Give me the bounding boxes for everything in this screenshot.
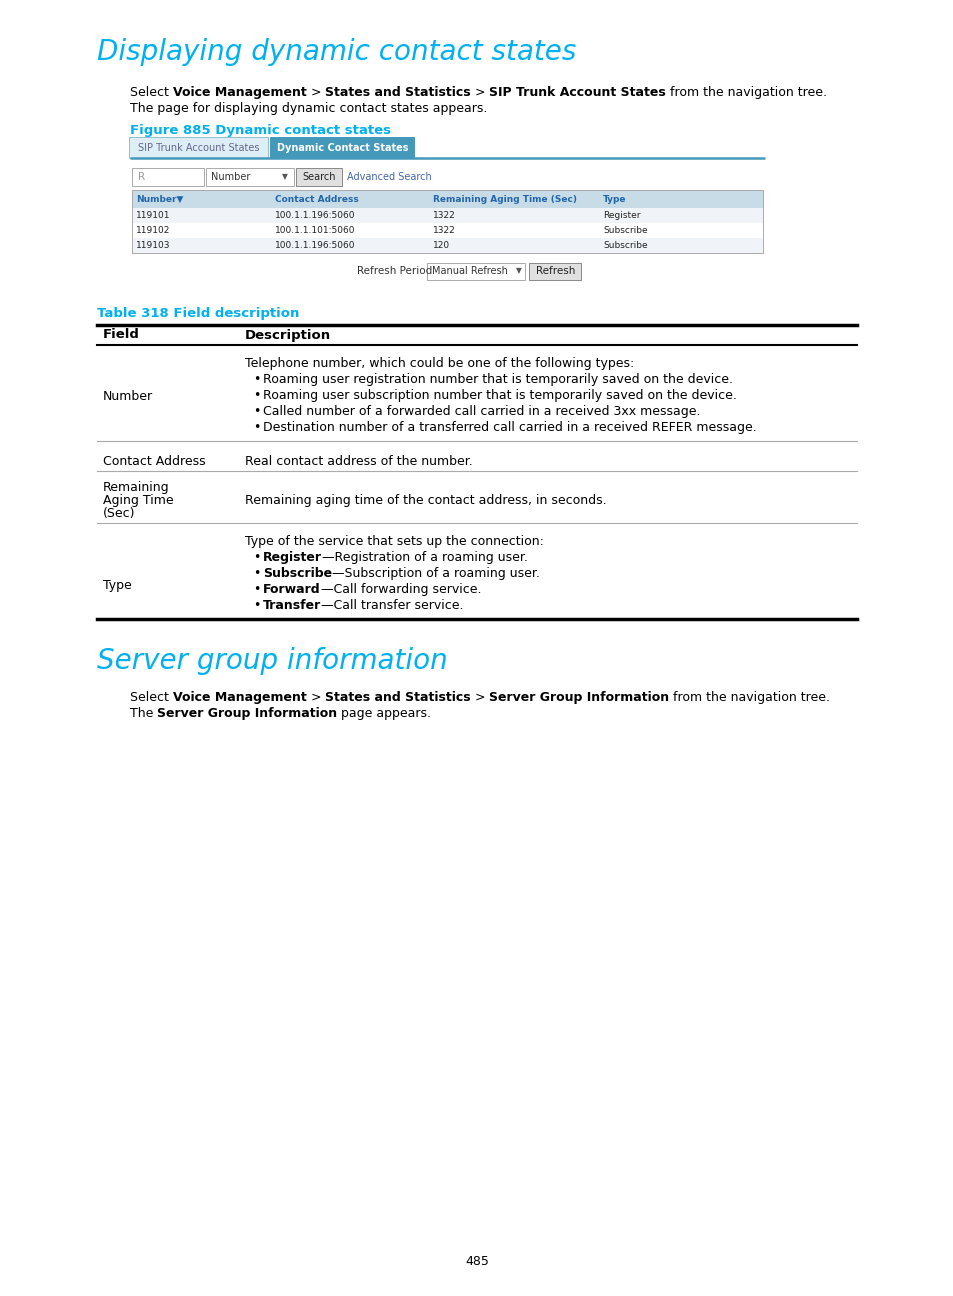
Text: Table 318 Field description: Table 318 Field description — [97, 307, 299, 320]
Text: Called number of a forwarded call carried in a received 3xx message.: Called number of a forwarded call carrie… — [263, 404, 700, 419]
Text: >: > — [470, 86, 489, 98]
Text: •: • — [253, 389, 260, 402]
Text: Contact Address: Contact Address — [274, 194, 358, 203]
Text: Telephone number, which could be one of the following types:: Telephone number, which could be one of … — [245, 356, 634, 369]
Text: States and Statistics: States and Statistics — [325, 691, 470, 704]
Text: Aging Time: Aging Time — [103, 494, 173, 507]
Text: Roaming user subscription number that is temporarily saved on the device.: Roaming user subscription number that is… — [263, 389, 736, 402]
Text: 119101: 119101 — [136, 211, 171, 220]
Bar — [132, 191, 762, 207]
Text: Refresh: Refresh — [536, 266, 575, 276]
Bar — [295, 168, 341, 187]
Text: Transfer: Transfer — [263, 599, 321, 612]
Text: >: > — [306, 86, 325, 98]
Text: —Subscription of a roaming user.: —Subscription of a roaming user. — [332, 568, 539, 581]
Text: •: • — [253, 568, 260, 581]
Text: Search: Search — [302, 172, 335, 181]
Text: (Sec): (Sec) — [103, 507, 135, 520]
Text: States and Statistics: States and Statistics — [325, 86, 470, 98]
Bar — [132, 207, 762, 223]
Text: 485: 485 — [464, 1255, 489, 1267]
Text: SIP Trunk Account States: SIP Trunk Account States — [138, 143, 259, 153]
Text: 119103: 119103 — [136, 241, 171, 250]
Text: Number: Number — [211, 172, 250, 181]
Text: 100.1.1.196:5060: 100.1.1.196:5060 — [274, 211, 355, 220]
Text: Field: Field — [103, 328, 140, 342]
Text: The: The — [130, 708, 157, 721]
Text: Subscribe: Subscribe — [602, 226, 647, 235]
Text: Server Group Information: Server Group Information — [489, 691, 669, 704]
Text: Register: Register — [263, 551, 322, 564]
Text: 100.1.1.101:5060: 100.1.1.101:5060 — [274, 226, 355, 235]
FancyBboxPatch shape — [271, 137, 414, 158]
Text: Forward: Forward — [263, 583, 320, 596]
Text: SIP Trunk Account States: SIP Trunk Account States — [489, 86, 665, 98]
Text: 120: 120 — [432, 241, 449, 250]
Bar — [132, 191, 762, 253]
Bar — [206, 168, 294, 187]
Bar — [132, 168, 204, 187]
Text: •: • — [253, 373, 260, 386]
Text: Voice Management: Voice Management — [172, 691, 306, 704]
Text: 1322: 1322 — [432, 211, 455, 220]
FancyBboxPatch shape — [130, 137, 268, 158]
Text: Refresh Period: Refresh Period — [357, 266, 433, 276]
Text: Remaining Aging Time (Sec): Remaining Aging Time (Sec) — [432, 194, 576, 203]
Text: Server group information: Server group information — [97, 647, 447, 675]
Text: 100.1.1.196:5060: 100.1.1.196:5060 — [274, 241, 355, 250]
Text: Subscribe: Subscribe — [602, 241, 647, 250]
Text: Type: Type — [103, 578, 132, 591]
Text: Remaining aging time of the contact address, in seconds.: Remaining aging time of the contact addr… — [245, 494, 606, 507]
Text: Voice Management: Voice Management — [172, 86, 306, 98]
Text: •: • — [253, 404, 260, 419]
Text: Figure 885 Dynamic contact states: Figure 885 Dynamic contact states — [130, 124, 391, 137]
Text: Type: Type — [602, 194, 626, 203]
Text: from the navigation tree.: from the navigation tree. — [665, 86, 826, 98]
Text: >: > — [470, 691, 489, 704]
Text: Select: Select — [130, 86, 172, 98]
Text: Subscribe: Subscribe — [263, 568, 332, 581]
Text: —Call transfer service.: —Call transfer service. — [321, 599, 463, 612]
Text: Select: Select — [130, 691, 172, 704]
Text: •: • — [253, 599, 260, 612]
Text: >: > — [306, 691, 325, 704]
Text: Roaming user registration number that is temporarily saved on the device.: Roaming user registration number that is… — [263, 373, 732, 386]
Text: Displaying dynamic contact states: Displaying dynamic contact states — [97, 38, 576, 66]
Text: Type of the service that sets up the connection:: Type of the service that sets up the con… — [245, 535, 543, 548]
Text: Number▼: Number▼ — [136, 194, 183, 203]
Text: Advanced Search: Advanced Search — [347, 172, 432, 181]
Text: —Registration of a roaming user.: —Registration of a roaming user. — [322, 551, 527, 564]
Text: Register: Register — [602, 211, 639, 220]
Text: •: • — [253, 551, 260, 564]
Text: R: R — [138, 172, 145, 181]
Text: Manual Refresh: Manual Refresh — [432, 266, 508, 276]
Bar — [132, 223, 762, 238]
Text: Description: Description — [245, 328, 331, 342]
Text: ▼: ▼ — [515, 267, 521, 276]
Text: Remaining: Remaining — [103, 481, 170, 494]
Bar — [132, 238, 762, 253]
Text: The page for displaying dynamic contact states appears.: The page for displaying dynamic contact … — [130, 102, 487, 115]
Bar — [427, 263, 525, 280]
Text: 1322: 1322 — [432, 226, 455, 235]
Text: •: • — [253, 421, 260, 434]
Text: •: • — [253, 583, 260, 596]
Text: Dynamic Contact States: Dynamic Contact States — [276, 143, 408, 153]
Text: from the navigation tree.: from the navigation tree. — [669, 691, 829, 704]
Text: 119102: 119102 — [136, 226, 171, 235]
Text: —Call forwarding service.: —Call forwarding service. — [320, 583, 480, 596]
Text: ▼: ▼ — [282, 172, 288, 181]
Bar — [529, 263, 581, 280]
Text: Contact Address: Contact Address — [103, 455, 206, 468]
Text: Real contact address of the number.: Real contact address of the number. — [245, 455, 473, 468]
Text: Destination number of a transferred call carried in a received REFER message.: Destination number of a transferred call… — [263, 421, 756, 434]
Text: Server Group Information: Server Group Information — [157, 708, 337, 721]
Text: Number: Number — [103, 390, 153, 403]
Text: page appears.: page appears. — [337, 708, 431, 721]
